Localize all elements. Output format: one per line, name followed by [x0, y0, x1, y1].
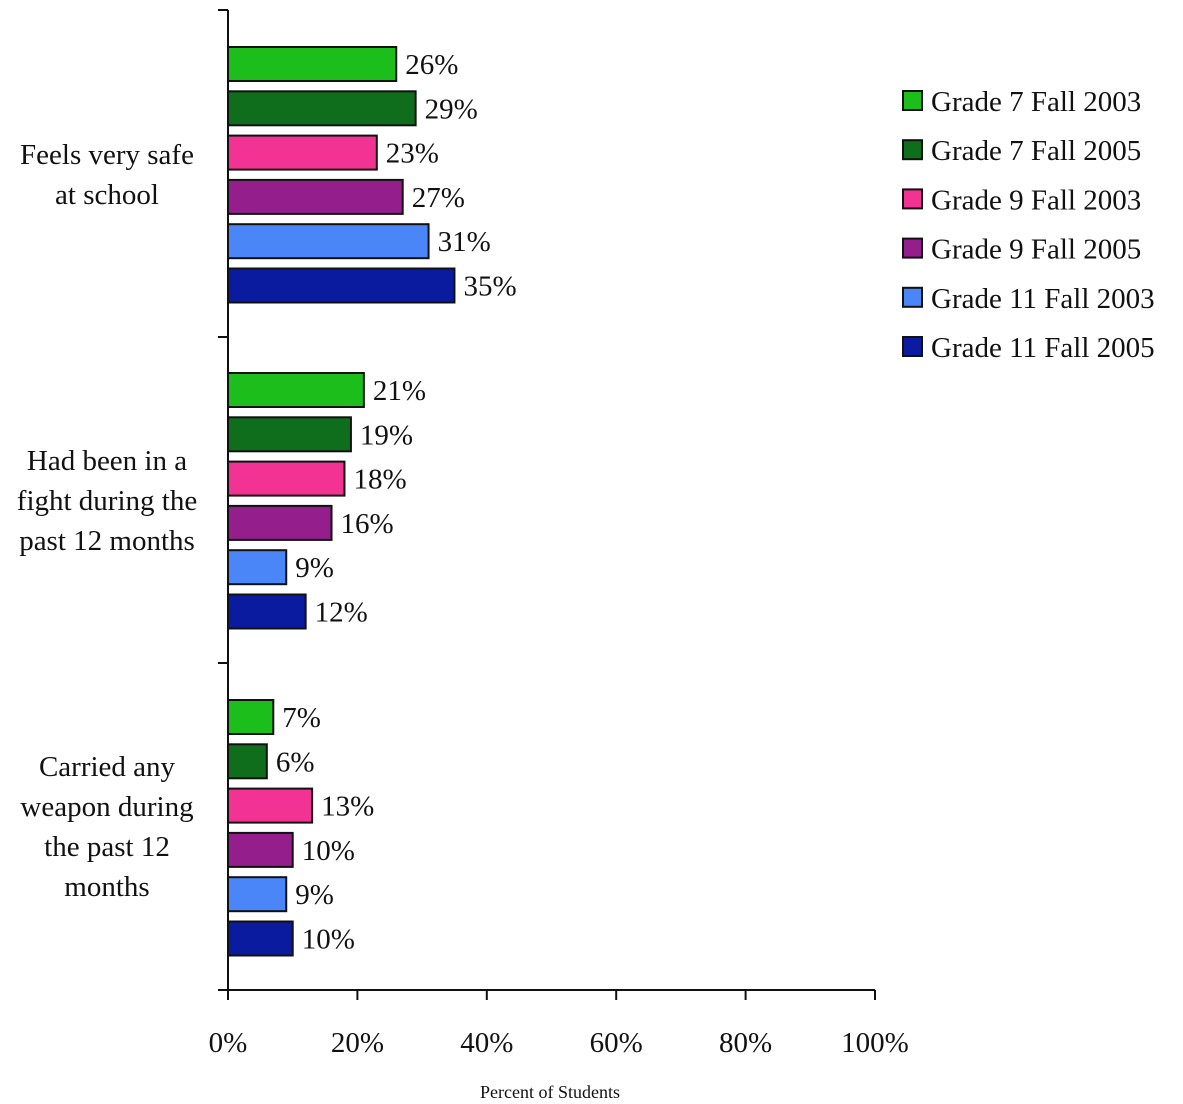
bar: [227, 876, 288, 913]
bar: [227, 549, 288, 586]
x-tick-label: 100%: [841, 1027, 909, 1059]
x-tick-label: 80%: [719, 1027, 772, 1059]
legend-swatch: [902, 188, 923, 210]
value-label: 21%: [373, 375, 426, 407]
value-label: 27%: [412, 182, 465, 214]
value-label: 9%: [295, 552, 334, 584]
value-label: 18%: [353, 464, 406, 496]
value-label: 16%: [341, 508, 394, 540]
bars-layer: [227, 46, 456, 957]
legend-label: Grade 9 Fall 2005: [931, 234, 1141, 266]
category-label: the past 12: [44, 831, 170, 863]
x-axis-title: Percent of Students: [480, 1082, 620, 1102]
legend-label: Grade 7 Fall 2005: [931, 135, 1141, 167]
value-label: 13%: [321, 791, 374, 823]
value-label: 23%: [386, 138, 439, 170]
value-labels-layer: 26%29%23%27%31%35%21%19%18%16%9%12%7%6%1…: [276, 49, 517, 956]
value-label: 19%: [360, 419, 413, 451]
category-label: at school: [55, 179, 159, 211]
legend-swatch: [902, 139, 923, 161]
value-label: 12%: [315, 597, 368, 629]
bar: [227, 90, 417, 127]
bar: [227, 178, 404, 215]
bar: [227, 743, 268, 780]
tick-labels-layer: 0% 20% 40% 60% 80% 100%: [209, 1027, 909, 1059]
legend-swatch: [902, 286, 923, 308]
bar: [227, 372, 365, 408]
x-tick-label: 20%: [331, 1027, 384, 1059]
category-label: past 12 months: [19, 525, 195, 557]
category-labels-layer: Feels very safe at school Had been in a fig…: [17, 139, 197, 903]
value-label: 35%: [463, 271, 516, 303]
bar: [227, 787, 314, 824]
category-label: months: [64, 871, 149, 903]
bar: [227, 134, 378, 171]
bar: [227, 504, 333, 541]
value-label: 9%: [295, 879, 334, 911]
value-label: 6%: [276, 746, 315, 778]
value-label: 10%: [302, 924, 355, 956]
value-label: 31%: [438, 226, 491, 258]
category-label: Feels very safe: [20, 139, 194, 171]
category-label: Carried any: [39, 751, 176, 783]
legend: Grade 7 Fall 2003 Grade 7 Fall 2005 Grade …: [902, 86, 1155, 364]
bar: [227, 267, 456, 304]
legend-swatch: [902, 90, 923, 111]
value-label: 10%: [302, 835, 355, 867]
axes-layer: [218, 9, 876, 1000]
category-label: weapon during: [20, 791, 193, 823]
legend-label: Grade 9 Fall 2003: [931, 184, 1141, 216]
value-label: 26%: [405, 49, 458, 81]
bar: [227, 460, 346, 497]
bar: [227, 416, 352, 453]
bar: [227, 46, 398, 82]
x-tick-label: 0%: [209, 1027, 248, 1059]
legend-label: Grade 11 Fall 2005: [931, 332, 1155, 364]
bar: [227, 223, 430, 260]
bar: [227, 699, 275, 735]
bar: [227, 593, 307, 630]
x-tick-label: 60%: [590, 1027, 643, 1059]
bar: [227, 831, 294, 868]
value-label: 7%: [282, 702, 321, 734]
x-tick-label: 40%: [460, 1027, 513, 1059]
legend-swatch: [902, 336, 923, 357]
legend-swatch: [902, 237, 923, 259]
legend-label: Grade 11 Fall 2003: [931, 283, 1155, 315]
category-label: fight during the: [17, 485, 197, 517]
category-label: Had been in a: [27, 445, 187, 477]
legend-label: Grade 7 Fall 2003: [931, 86, 1141, 118]
value-label: 29%: [425, 93, 478, 125]
bar: [227, 920, 294, 957]
